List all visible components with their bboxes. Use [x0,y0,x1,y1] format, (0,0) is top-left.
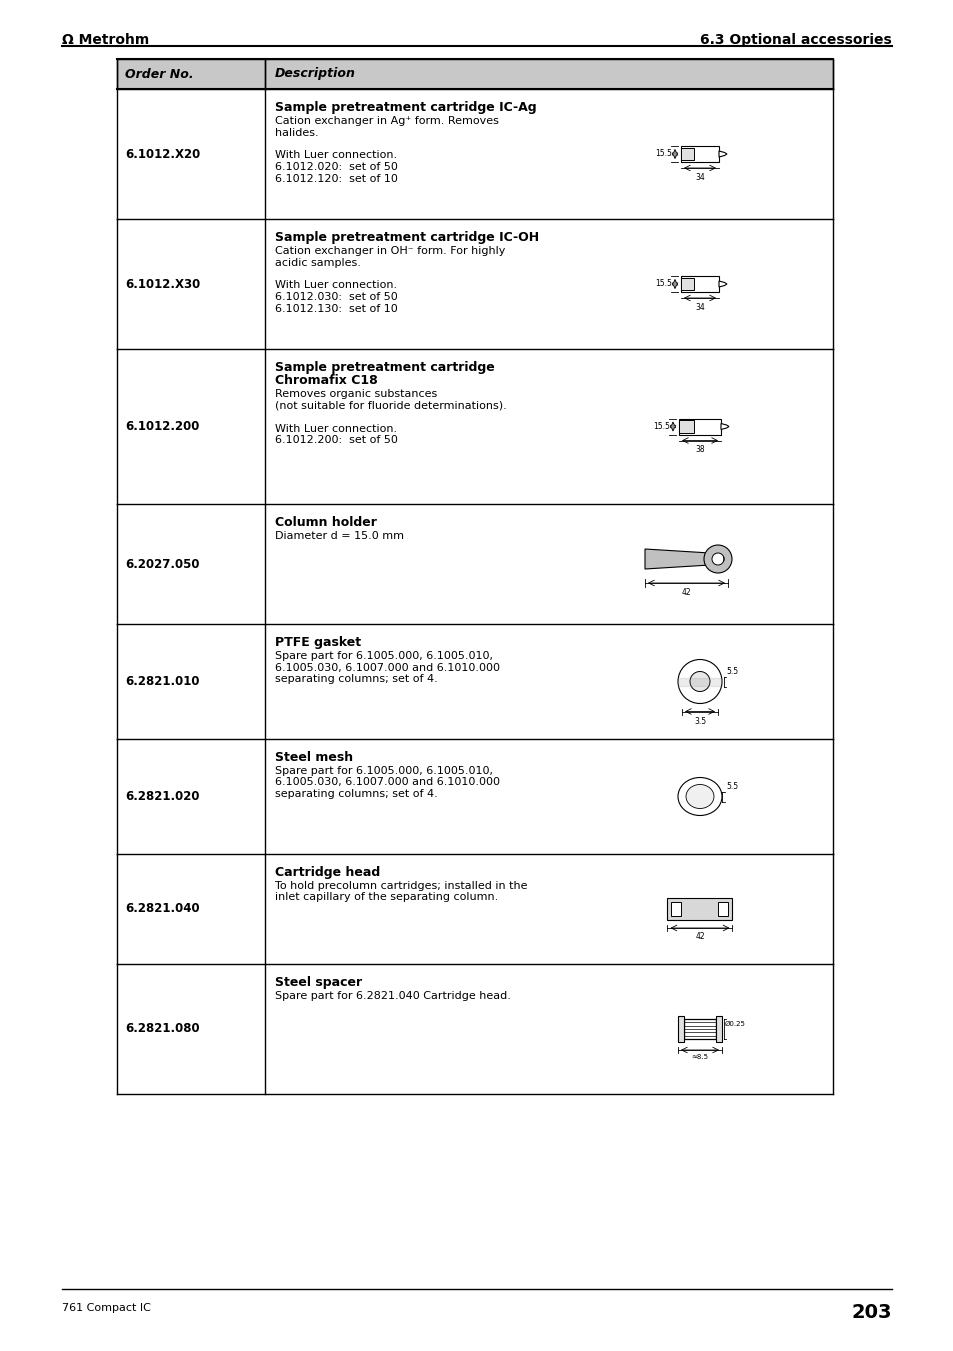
Text: Spare part for 6.1005.000, 6.1005.010,: Spare part for 6.1005.000, 6.1005.010, [274,651,493,661]
Polygon shape [720,423,728,430]
Text: Cation exchanger in Ag⁺ form. Removes: Cation exchanger in Ag⁺ form. Removes [274,116,498,126]
Bar [716,1016,721,1042]
Bar [117,349,832,504]
Text: Order No.: Order No. [125,68,193,81]
Text: Sample pretreatment cartridge: Sample pretreatment cartridge [274,361,495,374]
Bar [679,419,720,435]
Text: 6.2821.080: 6.2821.080 [125,1023,199,1035]
Circle shape [711,553,723,565]
Text: 6.3 Optional accessories: 6.3 Optional accessories [700,32,891,47]
Bar [683,1019,716,1039]
Bar [718,902,728,916]
Bar [680,147,694,161]
Text: 6.1012.200:  set of 50: 6.1012.200: set of 50 [274,435,397,444]
Text: 6.1005.030, 6.1007.000 and 6.1010.000: 6.1005.030, 6.1007.000 and 6.1010.000 [274,662,499,673]
Text: 5.5: 5.5 [725,667,738,676]
Text: Diameter d = 15.0 mm: Diameter d = 15.0 mm [274,531,403,540]
Text: separating columns; set of 4.: separating columns; set of 4. [274,674,437,684]
Circle shape [678,659,721,704]
Text: 6.2821.040: 6.2821.040 [125,902,199,916]
Polygon shape [719,151,726,157]
Text: Description: Description [274,68,355,81]
Text: With Luer connection.: With Luer connection. [274,423,396,434]
Bar [679,420,693,432]
Text: 6.1012.X20: 6.1012.X20 [125,147,200,161]
Polygon shape [644,549,709,569]
Text: 6.2821.010: 6.2821.010 [125,676,199,688]
Bar [678,1016,683,1042]
Text: 34: 34 [695,173,704,182]
Text: 203: 203 [851,1302,891,1323]
Text: separating columns; set of 4.: separating columns; set of 4. [274,789,437,798]
Text: Column holder: Column holder [274,516,376,530]
Bar [117,624,832,739]
Text: To hold precolumn cartridges; installed in the: To hold precolumn cartridges; installed … [274,881,527,892]
Text: 6.2821.020: 6.2821.020 [125,790,199,802]
Text: Spare part for 6.2821.040 Cartridge head.: Spare part for 6.2821.040 Cartridge head… [274,992,511,1001]
Ellipse shape [678,777,721,816]
Text: Ω Metrohm: Ω Metrohm [62,32,149,47]
Bar [117,739,832,854]
Text: Spare part for 6.1005.000, 6.1005.010,: Spare part for 6.1005.000, 6.1005.010, [274,766,493,775]
Text: Cation exchanger in OH⁻ form. For highly: Cation exchanger in OH⁻ form. For highly [274,246,505,255]
Text: Steel spacer: Steel spacer [274,975,362,989]
Text: 6.1012.X30: 6.1012.X30 [125,277,200,290]
Text: 6.1012.020:  set of 50: 6.1012.020: set of 50 [274,162,397,172]
Text: 42: 42 [681,588,691,597]
Text: Cartridge head: Cartridge head [274,866,380,880]
Ellipse shape [685,785,713,808]
Bar [117,965,832,1094]
Text: Sample pretreatment cartridge IC-OH: Sample pretreatment cartridge IC-OH [274,231,538,245]
Text: With Luer connection.: With Luer connection. [274,281,396,290]
Text: 6.1005.030, 6.1007.000 and 6.1010.000: 6.1005.030, 6.1007.000 and 6.1010.000 [274,777,499,788]
Text: 6.1012.120:  set of 10: 6.1012.120: set of 10 [274,173,397,184]
Text: PTFE gasket: PTFE gasket [274,636,361,648]
Text: Removes organic substances: Removes organic substances [274,389,436,399]
Text: 34: 34 [695,303,704,312]
Text: Steel mesh: Steel mesh [274,751,353,765]
Text: 15.5: 15.5 [655,280,671,289]
Polygon shape [719,281,726,286]
Text: 6.2027.050: 6.2027.050 [125,558,199,570]
Text: 761 Compact IC: 761 Compact IC [62,1302,151,1313]
Bar [667,898,732,920]
Text: 6.1012.030:  set of 50: 6.1012.030: set of 50 [274,292,397,303]
Text: 3.5: 3.5 [693,716,705,725]
Bar [117,219,832,349]
Text: 15.5: 15.5 [653,422,669,431]
Text: With Luer connection.: With Luer connection. [274,150,396,161]
Text: 15.5: 15.5 [655,150,671,158]
Text: halides.: halides. [274,127,318,138]
Text: 6.1012.200: 6.1012.200 [125,420,199,434]
Text: (not suitable for fluoride determinations).: (not suitable for fluoride determination… [274,400,506,411]
Text: Ø0.25: Ø0.25 [724,1021,745,1027]
Bar [117,504,832,624]
Text: 6.1012.130:  set of 10: 6.1012.130: set of 10 [274,304,397,313]
Text: 5.5: 5.5 [725,782,738,790]
Bar [117,854,832,965]
Circle shape [703,544,731,573]
Text: 38: 38 [695,446,704,454]
Text: Chromafix C18: Chromafix C18 [274,374,377,386]
Text: ≈8.5: ≈8.5 [691,1054,708,1061]
Text: Sample pretreatment cartridge IC-Ag: Sample pretreatment cartridge IC-Ag [274,101,536,113]
Bar [117,59,832,89]
Text: 42: 42 [695,932,704,942]
Bar [680,277,694,290]
Text: inlet capillary of the separating column.: inlet capillary of the separating column… [274,893,497,902]
Bar [680,146,719,162]
Bar [117,89,832,219]
Bar [671,902,680,916]
Bar [680,276,719,292]
Circle shape [689,671,709,692]
Text: acidic samples.: acidic samples. [274,258,360,267]
